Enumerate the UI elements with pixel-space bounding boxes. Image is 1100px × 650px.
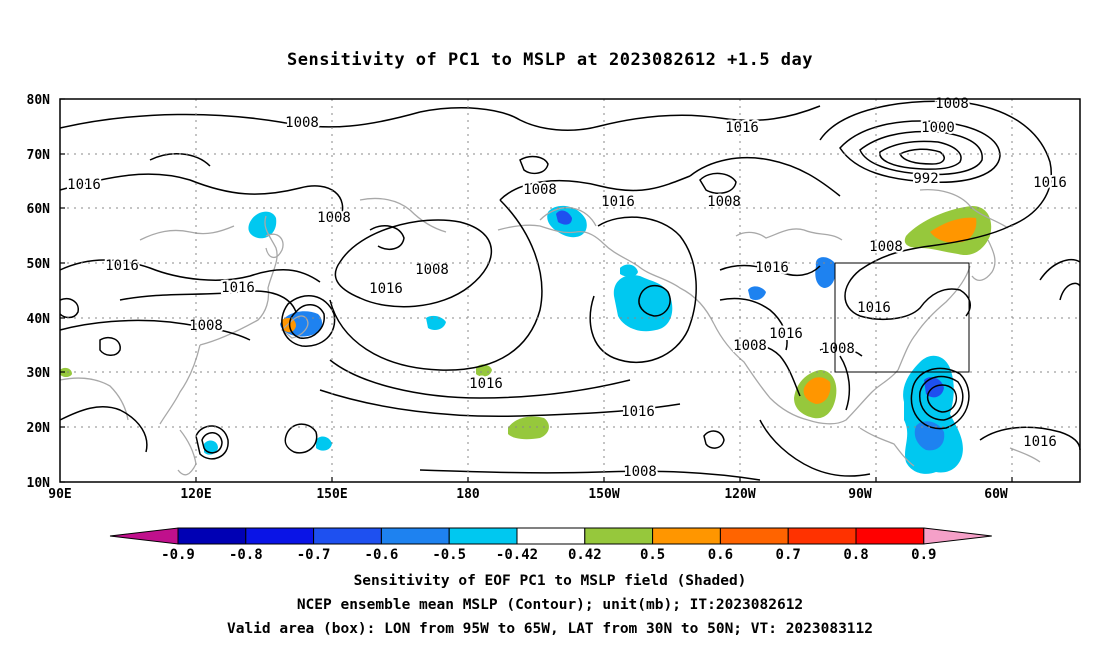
contour-label: 1016 — [221, 280, 255, 296]
colorbar-cell — [787, 527, 857, 545]
lon-label: 180 — [456, 487, 480, 502]
lat-label: 50N — [27, 257, 51, 272]
shade-blob — [815, 257, 836, 288]
contour-label: 1016 — [755, 260, 789, 276]
tick-marks — [60, 98, 1013, 483]
contour-label: 1008 — [733, 338, 767, 354]
colorbar-label: 0.7 — [776, 547, 801, 563]
contour-label: 1016 — [1023, 434, 1057, 450]
contour-label: 1008 — [523, 182, 557, 198]
shade-blob — [556, 210, 572, 225]
colorbar-label: -0.7 — [297, 547, 331, 563]
shade-blob — [930, 217, 977, 243]
contour-label: 1016 — [67, 177, 101, 193]
caption-line-1: Sensitivity of EOF PC1 to MSLP field (Sh… — [353, 573, 747, 589]
shade-blob — [248, 211, 277, 239]
colorbar-cell — [516, 527, 586, 545]
colorbar-right-arrow — [923, 527, 992, 545]
colorbar-label: -0.6 — [365, 547, 399, 563]
contour-label: 1016 — [105, 258, 139, 274]
colorbar-cell — [719, 527, 789, 545]
lat-label: 10N — [27, 476, 51, 491]
shade-blob — [60, 367, 72, 377]
colorbar-label: -0.8 — [229, 547, 263, 563]
contour-label: 1000 — [921, 120, 955, 136]
contour-label: 1016 — [469, 376, 503, 392]
gridlines — [60, 99, 1080, 482]
colorbar-cell — [380, 527, 450, 545]
contour-label: 1016 — [857, 300, 891, 316]
contour-label: 1016 — [369, 281, 403, 297]
colorbar-cell — [177, 527, 247, 545]
colorbar-label: 0.9 — [911, 547, 936, 563]
colorbar-cell — [855, 527, 925, 545]
mslp-contours — [59, 100, 1081, 481]
lon-label: 60W — [984, 487, 1008, 502]
colorbar-label: 0.5 — [640, 547, 665, 563]
shade-blob — [748, 286, 766, 300]
shade-blob — [316, 436, 332, 451]
colorbar-label: -0.42 — [496, 547, 538, 563]
contour-label: 1008 — [317, 210, 351, 226]
colorbar-cell — [652, 527, 721, 545]
contour-label: 1008 — [869, 239, 903, 255]
colorbar-label: 0.42 — [568, 547, 602, 563]
contour-label: 1008 — [707, 194, 741, 210]
contour-label: 1016 — [725, 120, 759, 136]
shade-blob — [613, 274, 673, 332]
lon-label: 150W — [588, 487, 619, 502]
lat-label: 30N — [27, 366, 51, 381]
contour-label: 1008 — [821, 341, 855, 357]
colorbar-label: -0.9 — [161, 547, 195, 563]
contour-label: 1008 — [415, 262, 449, 278]
lat-label: 60N — [27, 202, 51, 217]
latitude-labels: 80N 70N 60N 50N 40N 30N 20N 10N — [27, 93, 51, 491]
colorbar-cell — [448, 527, 518, 545]
colorbar: -0.9 -0.8 -0.7 -0.6 -0.5 -0.42 0.42 0.5 0.6 0.7 0.… — [109, 527, 992, 563]
colorbar-label: 0.8 — [843, 547, 868, 563]
colorbar-label: 0.6 — [708, 547, 733, 563]
colorbar-cell — [584, 527, 654, 545]
colorbar-label: -0.5 — [432, 547, 466, 563]
shade-blob — [803, 377, 831, 404]
lon-label: 120E — [180, 487, 211, 502]
contour-labels: 1008 1016 1008 1016 1000 992 1016 1016 1… — [65, 94, 1069, 482]
lon-label: 90W — [848, 487, 872, 502]
lat-label: 40N — [27, 312, 51, 327]
map-frame — [59, 98, 1081, 483]
contour-label: 1016 — [601, 194, 635, 210]
contour-label: 992 — [913, 171, 938, 187]
longitude-labels: 90E 120E 150E 180 150W 120W 90W 60W — [48, 487, 1008, 502]
lon-label: 150E — [316, 487, 347, 502]
contour-label: 1008 — [189, 318, 223, 334]
contour-label: 1016 — [621, 404, 655, 420]
lat-label: 20N — [27, 421, 51, 436]
lat-label: 80N — [27, 93, 51, 108]
valid-area-box — [834, 262, 970, 373]
colorbar-cell — [245, 527, 315, 545]
map-title: Sensitivity of PC1 to MSLP at 2023082612… — [286, 50, 813, 70]
lat-label: 70N — [27, 148, 51, 163]
contour-label: 1016 — [769, 326, 803, 342]
shade-blob — [426, 315, 446, 330]
colorbar-left-arrow — [109, 527, 179, 545]
shade-blob — [620, 264, 638, 277]
contour-label: 1008 — [623, 464, 657, 480]
lon-label: 120W — [724, 487, 755, 502]
caption-line-3: Valid area (box): LON from 95W to 65W, L… — [226, 621, 873, 637]
shade-blob — [508, 416, 549, 440]
lon-label: 90E — [48, 487, 71, 502]
contour-label: 1008 — [285, 115, 319, 131]
caption-line-2: NCEP ensemble mean MSLP (Contour); unit(… — [296, 597, 804, 613]
colorbar-cell — [313, 527, 382, 545]
contour-label: 1016 — [1033, 175, 1067, 191]
shade-blob — [476, 364, 492, 377]
